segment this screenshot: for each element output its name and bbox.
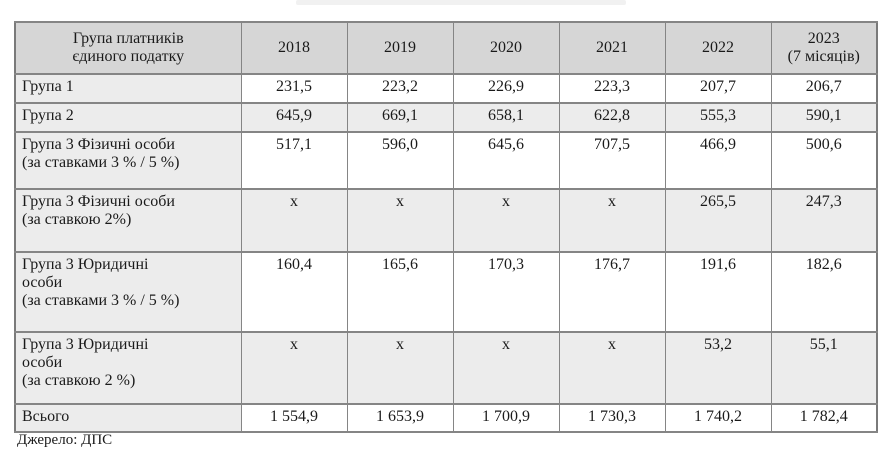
header-cell-2021: 2021 xyxy=(558,21,666,75)
cell-value: 669,1 xyxy=(346,102,454,133)
cell-value: 182,6 xyxy=(770,251,878,333)
header-cell-2020: 2020 xyxy=(452,21,560,75)
table-header: Група платників єдиного податку 2018 201… xyxy=(14,21,878,75)
cell-value: 1 700,9 xyxy=(452,403,560,433)
cell-value: 645,9 xyxy=(240,102,348,133)
table-row-group3-legal-2: Група 3 Юридичні особи (за ставкою 2 %) … xyxy=(14,331,878,405)
cell-value: 707,5 xyxy=(558,131,666,190)
row-label-total: Всього xyxy=(14,403,242,433)
cell-value: 207,7 xyxy=(664,73,772,104)
single-tax-payers-table: Група платників єдиного податку 2018 201… xyxy=(14,21,878,433)
row-label: Група 3 Фізичні особи (за ставкою 2%) xyxy=(14,188,242,253)
table-row-group3-individuals-2: Група 3 Фізичні особи (за ставкою 2%) x … xyxy=(14,188,878,253)
cell-value: x xyxy=(346,331,454,405)
cell-value: 265,5 xyxy=(664,188,772,253)
cell-value: 1 730,3 xyxy=(558,403,666,433)
cell-value: 176,7 xyxy=(558,251,666,333)
cell-value: 658,1 xyxy=(452,102,560,133)
cell-value: 165,6 xyxy=(346,251,454,333)
row-label: Група 3 Юридичні особи (за ставками 3 % … xyxy=(14,251,242,333)
row-label: Група 3 Юридичні особи (за ставкою 2 %) xyxy=(14,331,242,405)
clipped-text-remnant xyxy=(296,0,626,5)
header-cell-2019: 2019 xyxy=(346,21,454,75)
cell-value: 160,4 xyxy=(240,251,348,333)
cell-value: 555,3 xyxy=(664,102,772,133)
header-row: Група платників єдиного податку 2018 201… xyxy=(14,21,878,75)
header-cell-2023: 2023 (7 місяців) xyxy=(770,21,878,75)
source-note: Джерело: ДПС xyxy=(17,432,113,448)
cell-value: 170,3 xyxy=(452,251,560,333)
cell-value: 53,2 xyxy=(664,331,772,405)
row-label: Група 2 xyxy=(14,102,242,133)
cell-value: 226,9 xyxy=(452,73,560,104)
header-cell-payer-group: Група платників єдиного податку xyxy=(14,21,242,75)
row-label: Група 1 xyxy=(14,73,242,104)
cell-value: 466,9 xyxy=(664,131,772,190)
header-cell-2022: 2022 xyxy=(664,21,772,75)
cell-value: 1 554,9 xyxy=(240,403,348,433)
cell-value: 590,1 xyxy=(770,102,878,133)
cell-value: x xyxy=(346,188,454,253)
cell-value: 517,1 xyxy=(240,131,348,190)
cell-value: 206,7 xyxy=(770,73,878,104)
cell-value: 191,6 xyxy=(664,251,772,333)
table-row-group3-legal-3-5: Група 3 Юридичні особи (за ставками 3 % … xyxy=(14,251,878,333)
cell-value: 1 740,2 xyxy=(664,403,772,433)
cell-value: 231,5 xyxy=(240,73,348,104)
cell-value: x xyxy=(452,331,560,405)
row-label: Група 3 Фізичні особи (за ставками 3 % /… xyxy=(14,131,242,190)
cell-value: 622,8 xyxy=(558,102,666,133)
cell-value: x xyxy=(240,188,348,253)
cell-value: x xyxy=(452,188,560,253)
cell-value: x xyxy=(240,331,348,405)
cell-value: 596,0 xyxy=(346,131,454,190)
cell-value: 1 653,9 xyxy=(346,403,454,433)
table-row-group3-individuals-3-5: Група 3 Фізичні особи (за ставками 3 % /… xyxy=(14,131,878,190)
cell-value: 500,6 xyxy=(770,131,878,190)
header-cell-2018: 2018 xyxy=(240,21,348,75)
cell-value: 1 782,4 xyxy=(770,403,878,433)
cell-value: x xyxy=(558,331,666,405)
cell-value: 223,2 xyxy=(346,73,454,104)
cell-value: x xyxy=(558,188,666,253)
cell-value: 247,3 xyxy=(770,188,878,253)
cell-value: 55,1 xyxy=(770,331,878,405)
cell-value: 645,6 xyxy=(452,131,560,190)
table-row-group2: Група 2 645,9 669,1 658,1 622,8 555,3 59… xyxy=(14,102,878,133)
table-row-group1: Група 1 231,5 223,2 226,9 223,3 207,7 20… xyxy=(14,73,878,104)
cell-value: 223,3 xyxy=(558,73,666,104)
table-row-total: Всього 1 554,9 1 653,9 1 700,9 1 730,3 1… xyxy=(14,403,878,433)
